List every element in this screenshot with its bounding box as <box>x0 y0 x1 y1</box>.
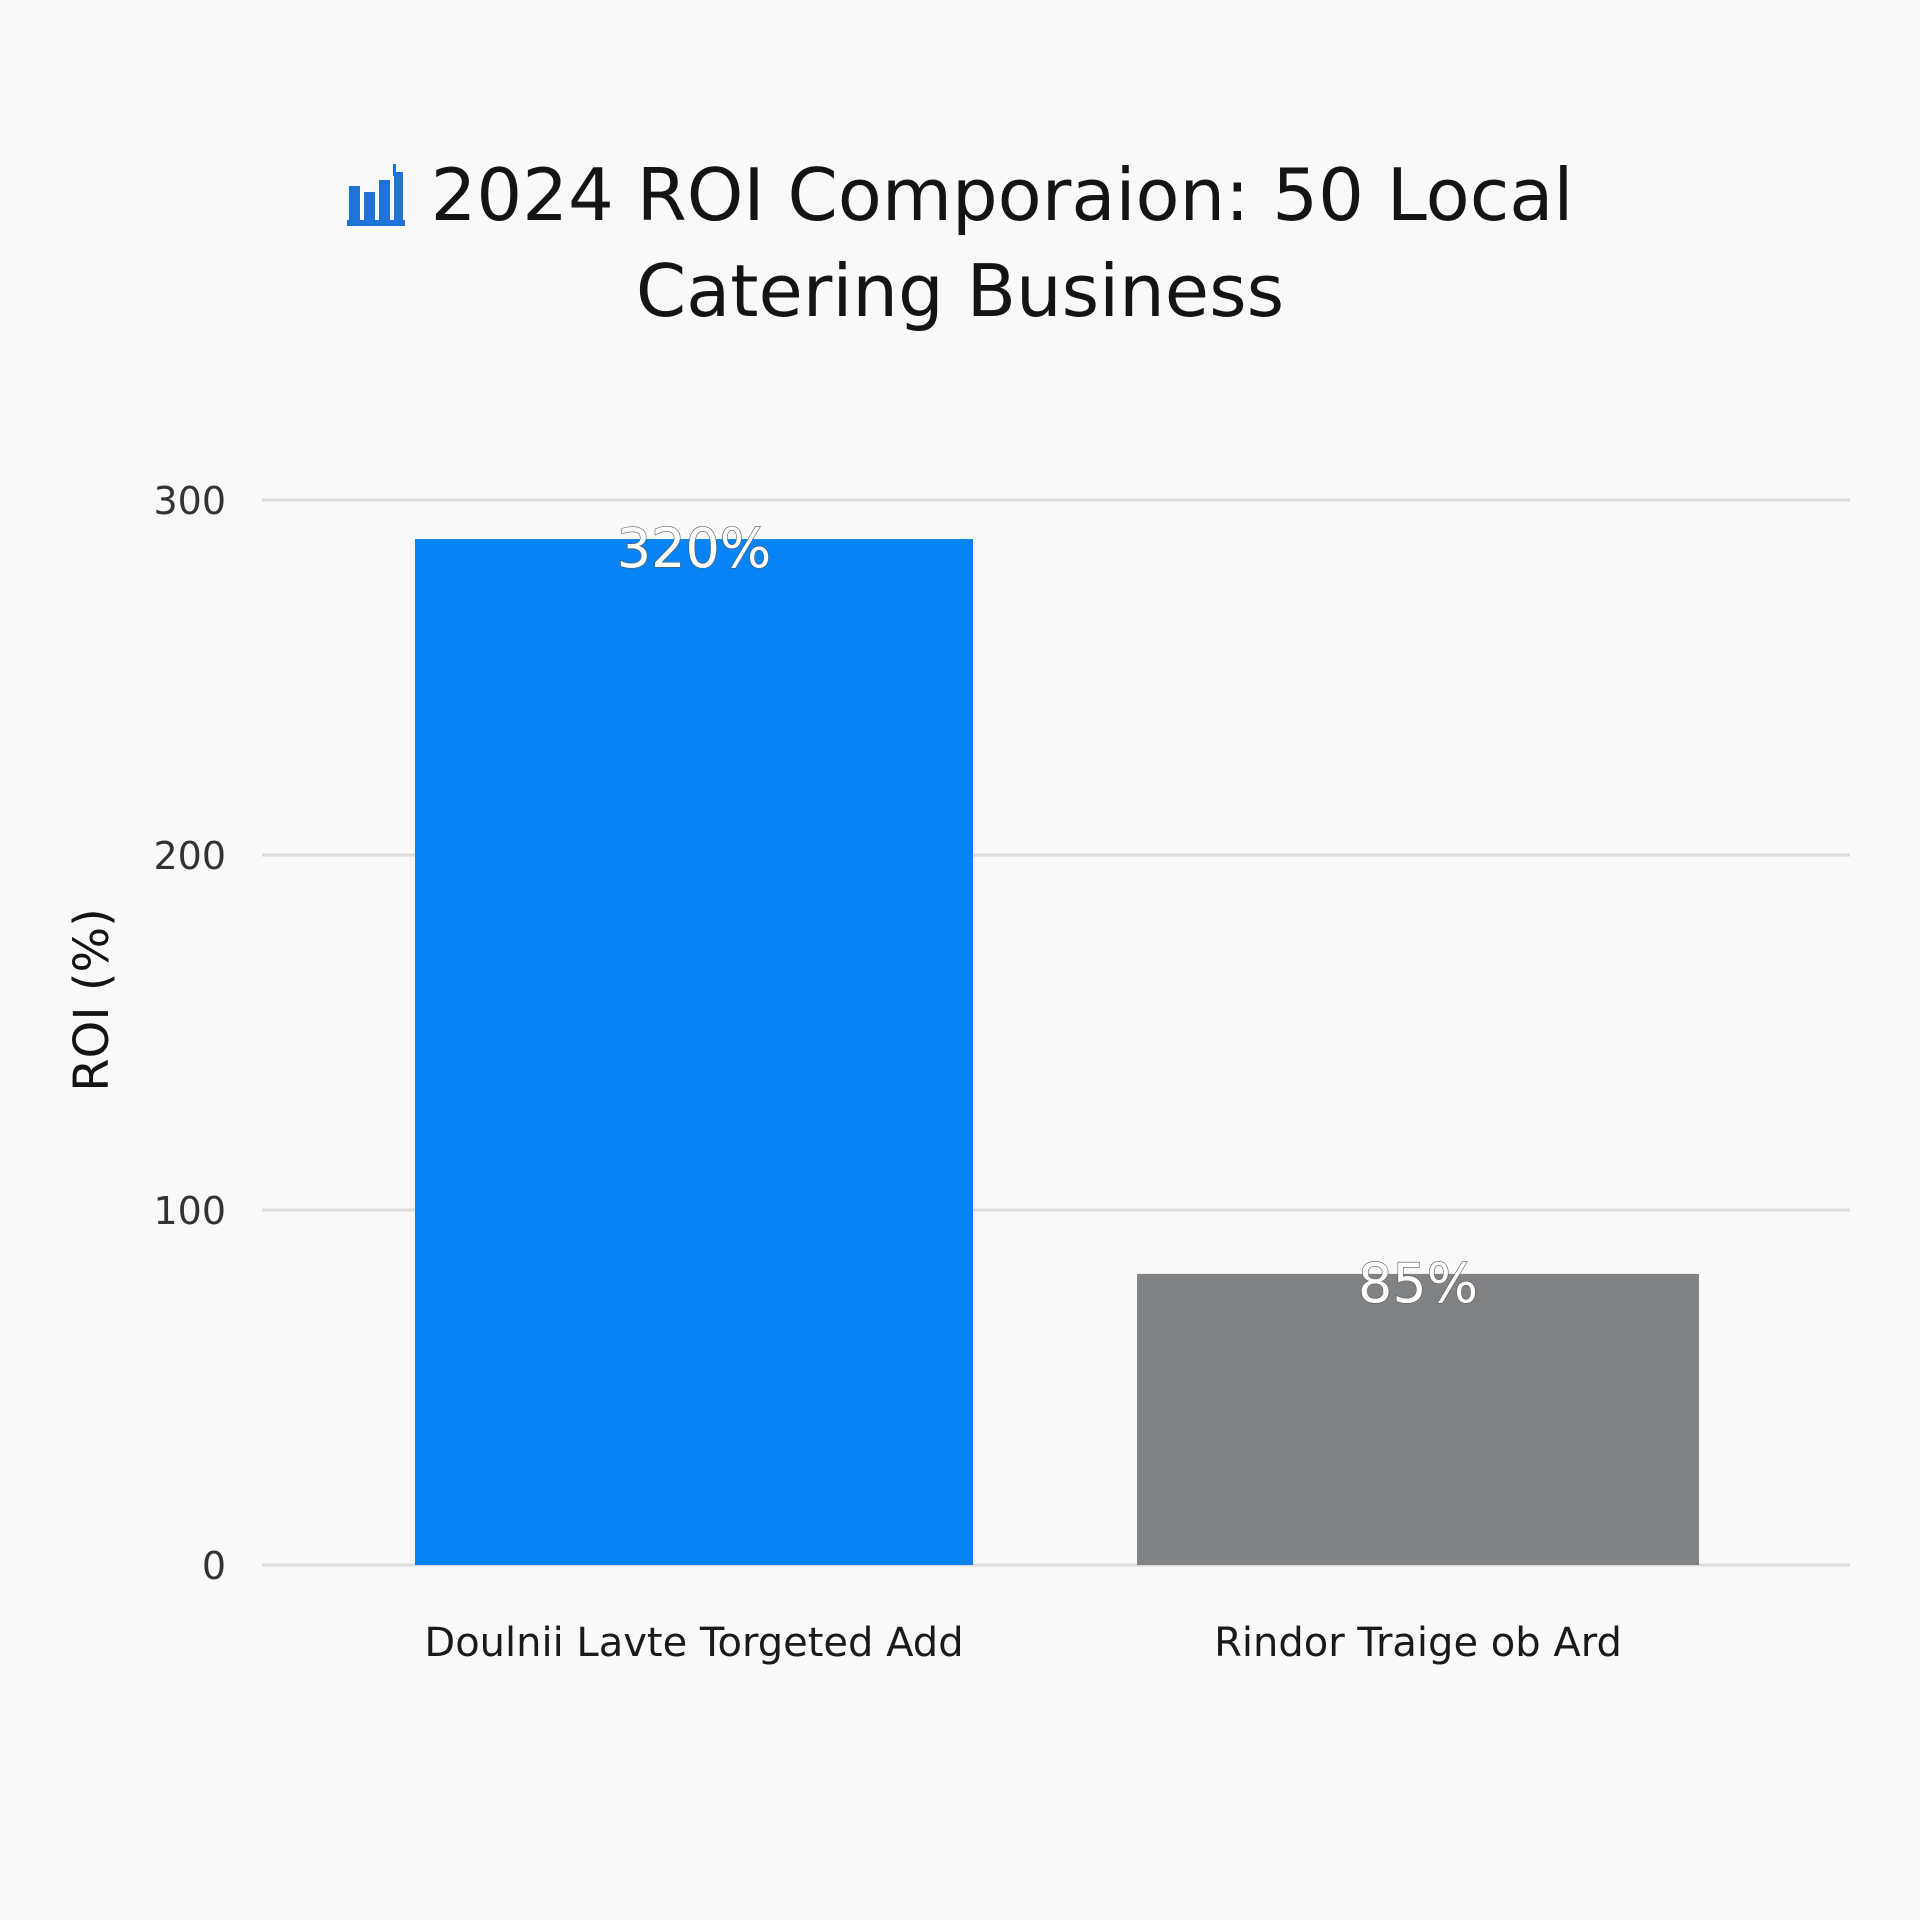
bar <box>415 539 973 1565</box>
label-layer: 0 100 200 300 320% Doulnii Lavte Torgeted Add… <box>153 479 1621 1666</box>
bar-chart-icon <box>346 156 405 246</box>
y-tick-label: 0 <box>202 1544 226 1588</box>
y-tick-label: 200 <box>153 834 226 878</box>
chart-title-line-2: Catering Business <box>635 249 1285 333</box>
bar <box>1137 1273 1699 1565</box>
y-tick-label: 100 <box>153 1189 226 1233</box>
bar-value-label: 85% <box>1358 1252 1478 1315</box>
bar-layer <box>415 539 1699 1565</box>
chart-title-text-1: 2024 ROI Comporaion: 50 Local <box>430 153 1574 237</box>
x-category-label: Rindor Traige ob Ard <box>1214 1620 1622 1666</box>
chart-title: 2024 ROI Comporaion: 50 Local Catering B… <box>0 150 1920 336</box>
bar-value-label: 320% <box>617 517 771 580</box>
chart-title-line-1: 2024 ROI Comporaion: 50 Local <box>0 150 1920 246</box>
y-axis-label: ROI (%) <box>64 908 120 1092</box>
y-tick-label: 300 <box>153 479 226 523</box>
x-category-label: Doulnii Lavte Torgeted Add <box>424 1620 963 1666</box>
